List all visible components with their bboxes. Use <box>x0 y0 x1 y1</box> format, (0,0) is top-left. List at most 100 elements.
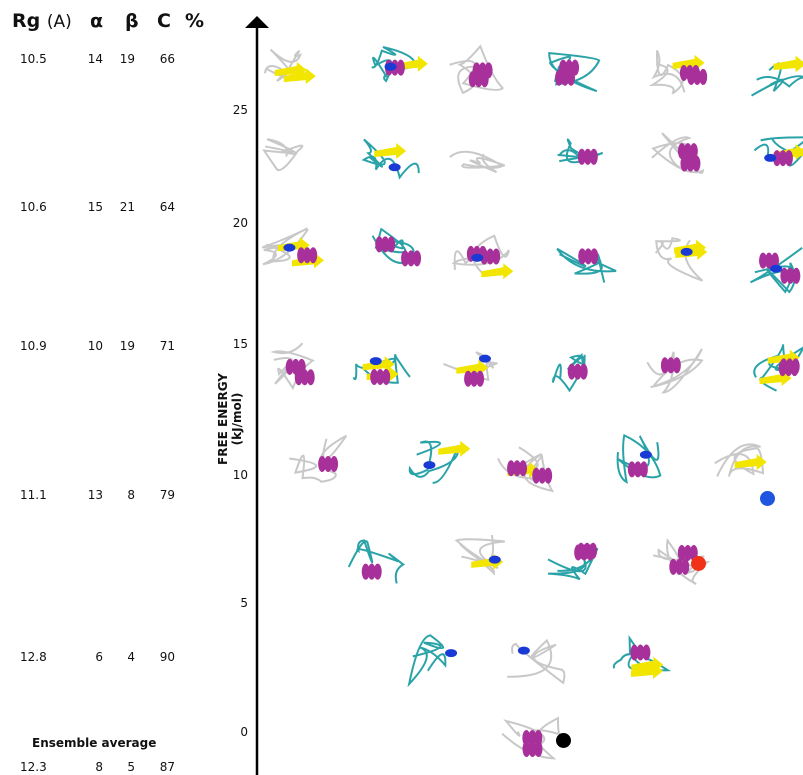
protein-structure <box>263 48 316 85</box>
protein-structure <box>753 136 803 167</box>
coil-segment <box>289 434 348 483</box>
alpha-helix <box>484 62 493 79</box>
protein-structure <box>371 46 428 83</box>
alpha-helix <box>532 467 541 484</box>
protein-structure <box>262 138 304 172</box>
alpha-helix <box>413 250 422 267</box>
alpha-helix <box>370 368 379 385</box>
protein-structure <box>449 44 504 95</box>
alpha-helix <box>642 644 651 661</box>
axis-tick-label: 5 <box>240 596 248 610</box>
alpha-helix <box>765 252 774 269</box>
alpha-helix <box>373 563 382 580</box>
alpha-helix <box>507 460 516 477</box>
coil-segment <box>648 49 686 95</box>
protein-structure <box>507 638 566 685</box>
protein-structure <box>270 342 315 391</box>
alpha-helix <box>699 68 708 85</box>
protein-structure <box>454 534 505 576</box>
alpha-helix <box>636 644 645 661</box>
alpha-helix <box>318 455 327 472</box>
beta-strand <box>481 263 514 280</box>
alpha-helix <box>677 544 686 561</box>
alpha-helix <box>382 368 391 385</box>
coil-segment <box>751 62 803 97</box>
coil-segment <box>407 634 447 688</box>
coil-segment <box>651 132 704 174</box>
alpha-helix <box>513 460 522 477</box>
alpha-helix <box>534 729 543 746</box>
alpha-helix <box>381 236 390 253</box>
helix-310 <box>770 264 783 273</box>
protein-structure <box>497 446 555 493</box>
alpha-helix <box>387 236 396 253</box>
protein-structure <box>451 234 514 280</box>
rg-unit-label: (A) <box>46 12 72 32</box>
column-header-beta: β <box>125 10 139 32</box>
column-header-percent: % <box>185 10 205 32</box>
alpha-value: 14 <box>87 52 103 66</box>
alpha-value: 6 <box>95 650 103 664</box>
axis-arrowhead <box>245 16 269 28</box>
rg-value: 10.6 <box>20 200 47 214</box>
rg-value: 11.1 <box>20 488 47 502</box>
alpha-helix <box>786 267 795 284</box>
alpha-helix <box>680 155 689 172</box>
coil-segment <box>714 443 765 477</box>
c-value: 87 <box>159 760 175 774</box>
alpha-helix <box>590 248 599 265</box>
alpha-helix <box>771 252 780 269</box>
protein-structures-panel <box>262 44 803 760</box>
helix-310 <box>764 153 777 162</box>
coil-segment <box>443 351 498 382</box>
c-value: 66 <box>159 52 175 66</box>
protein-structure <box>714 443 767 477</box>
protein-structure <box>449 150 506 174</box>
helix-310 <box>680 247 693 256</box>
helix-310 <box>445 649 458 658</box>
c-value: 90 <box>159 650 175 664</box>
coil-segment <box>646 348 704 394</box>
alpha-helix <box>376 368 385 385</box>
alpha-helix <box>784 360 793 377</box>
free-energy-axis <box>245 16 269 775</box>
alpha-helix <box>627 461 636 478</box>
alpha-helix <box>297 247 306 264</box>
alpha-helix <box>538 467 547 484</box>
helix-310 <box>388 163 401 172</box>
alpha-helix <box>633 461 642 478</box>
alpha-helix <box>772 150 781 167</box>
rg-value: 12.8 <box>20 650 47 664</box>
alpha-helix <box>578 248 587 265</box>
protein-structure <box>753 344 803 392</box>
coil-segment <box>507 638 566 685</box>
alpha-helix <box>790 360 799 377</box>
alpha-helix <box>677 143 686 160</box>
column-header-c: C <box>157 10 171 32</box>
alpha-helix <box>686 155 695 172</box>
coil-segment <box>454 534 505 576</box>
alpha-helix <box>401 250 410 267</box>
alpha-helix <box>522 729 531 746</box>
alpha-helix <box>573 363 582 380</box>
alpha-helix <box>407 250 416 267</box>
alpha-helix <box>759 252 768 269</box>
alpha-helix <box>589 148 598 165</box>
alpha-helix <box>476 370 485 387</box>
protein-structure <box>616 433 662 484</box>
alpha-helix <box>689 143 698 160</box>
alpha-helix <box>294 369 303 386</box>
beta-value: 8 <box>127 488 135 502</box>
column-header-alpha: α <box>90 10 104 32</box>
coil-segment <box>347 539 406 584</box>
axis-tick-label: 25 <box>232 103 248 117</box>
protein-structure <box>646 348 704 394</box>
protein-structure <box>361 138 420 180</box>
c-value: 79 <box>159 488 175 502</box>
alpha-helix <box>285 358 294 375</box>
coil-segment <box>616 433 662 484</box>
alpha-helix <box>780 267 789 284</box>
column-header-rg: Rg (A) <box>12 10 72 32</box>
alpha-helix <box>577 148 586 165</box>
helix-310 <box>283 243 296 252</box>
